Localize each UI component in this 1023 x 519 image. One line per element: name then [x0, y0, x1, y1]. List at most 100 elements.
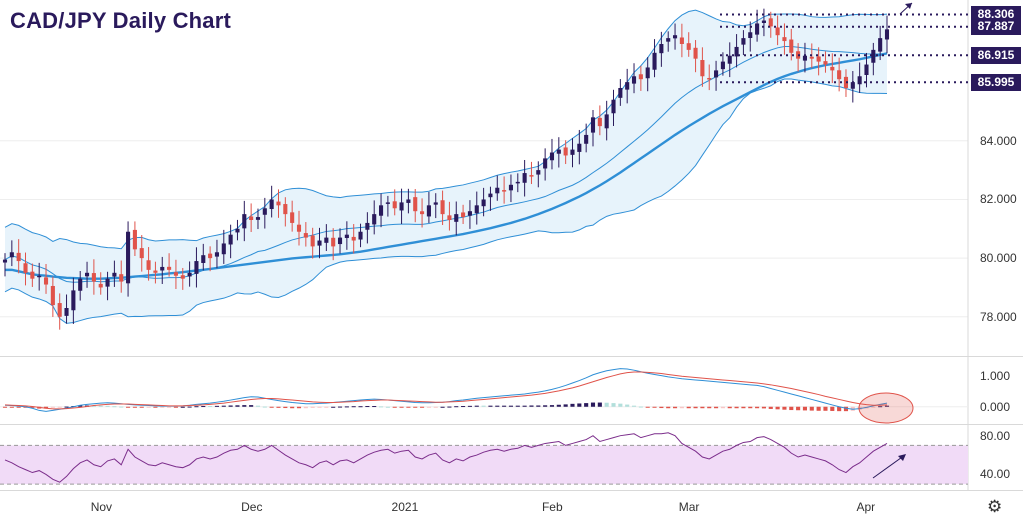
macd-histogram-bar — [344, 406, 349, 408]
macd-histogram-bar — [454, 406, 459, 408]
macd-histogram-bar — [508, 405, 514, 407]
macd-histogram-bar — [618, 403, 623, 407]
macd-histogram-bar — [378, 406, 384, 408]
candle-body — [604, 114, 609, 129]
candle-body — [693, 47, 698, 59]
candle-body — [351, 236, 356, 241]
candle-body — [235, 228, 240, 233]
price-level-tag: 85.995 — [971, 73, 1021, 91]
macd-histogram-bar — [290, 406, 295, 409]
macd-pane-divider — [0, 356, 1023, 357]
rsi-arrow-line — [872, 454, 906, 479]
macd-histogram-bar — [734, 406, 739, 409]
candle-body — [782, 37, 787, 42]
candle-body — [249, 216, 254, 220]
gear-icon[interactable]: ⚙ — [987, 497, 1003, 516]
candle-body — [167, 266, 172, 270]
candle-body — [194, 261, 199, 274]
candle-body — [857, 76, 862, 85]
candle-body — [160, 266, 165, 271]
macd-histogram-bar — [433, 406, 438, 408]
candle-body — [358, 231, 363, 240]
candle-body — [871, 49, 876, 63]
macd-histogram-bar — [105, 405, 110, 407]
candle-body — [385, 202, 390, 204]
candle-body — [802, 55, 808, 61]
candle-body — [748, 32, 753, 39]
candle-body — [255, 217, 261, 220]
macd-histogram-bar — [57, 406, 62, 408]
price-axis-tick: 80.000 — [980, 251, 1017, 266]
macd-histogram-bar — [645, 406, 650, 408]
macd-histogram-bar — [276, 406, 281, 408]
candle-body — [515, 181, 520, 184]
candle-body — [283, 204, 288, 215]
macd-histogram-bar — [884, 405, 890, 407]
macd-histogram-bar — [871, 406, 876, 408]
macd-histogram-bar — [843, 406, 849, 412]
macd-histogram-bar — [878, 406, 883, 408]
macd-histogram-bar — [536, 405, 541, 407]
candle-body — [344, 234, 349, 239]
macd-axis-tick: 0.000 — [980, 399, 1011, 414]
candle-body — [502, 190, 507, 192]
macd-histogram-bar — [317, 406, 322, 408]
candle-body — [296, 224, 302, 232]
candle-body — [406, 199, 411, 203]
macd-histogram-bar — [283, 406, 288, 409]
macd-histogram-bar — [160, 406, 165, 408]
macd-histogram-bar — [64, 406, 69, 408]
macd-histogram-bar — [324, 406, 329, 408]
candle-body — [64, 308, 69, 316]
price-axis-tick: 82.000 — [980, 192, 1017, 207]
candle-body — [180, 275, 185, 279]
macd-histogram-bar — [351, 406, 356, 408]
candle-body — [119, 274, 124, 282]
macd-histogram-bar — [30, 406, 35, 408]
price-level-tag: 86.915 — [971, 46, 1021, 64]
candle-body — [84, 272, 90, 277]
macd-histogram-bar — [9, 406, 14, 408]
macd-histogram-bar — [187, 406, 192, 408]
candle-body — [536, 170, 541, 175]
candle-body — [201, 255, 206, 263]
candle-body — [324, 237, 329, 243]
candle-body — [228, 234, 233, 245]
candle-body — [864, 64, 869, 75]
macd-histogram-bar — [495, 405, 500, 407]
candle-body — [549, 152, 555, 161]
candle-body — [768, 18, 773, 27]
candle-body — [98, 283, 103, 288]
chart-title: CAD/JPY Daily Chart — [10, 8, 232, 33]
time-axis-tick: Feb — [541, 500, 563, 514]
candle-body — [30, 271, 35, 279]
time-axis-tick: Nov — [90, 500, 113, 514]
candle-body — [433, 202, 438, 205]
candle-body — [242, 214, 247, 229]
macd-histogram-bar — [652, 406, 657, 408]
candle-body — [372, 214, 377, 225]
macd-histogram-bar — [372, 406, 377, 408]
macd-histogram-bar — [126, 406, 131, 408]
macd-histogram-bar — [556, 404, 561, 407]
macd-histogram-bar — [399, 406, 404, 408]
macd-histogram-bar — [502, 405, 507, 407]
macd-histogram-bar — [700, 406, 705, 409]
macd-histogram-bar — [741, 406, 746, 409]
time-axis-tick: Dec — [241, 500, 263, 514]
macd-histogram-bar — [796, 406, 801, 411]
candle-body — [631, 76, 637, 84]
macd-histogram-bar — [611, 403, 616, 407]
candle-body — [399, 202, 404, 211]
candle-body — [755, 23, 760, 35]
candle-body — [474, 205, 479, 214]
candle-body — [153, 270, 158, 273]
candle-body — [720, 61, 725, 70]
candle-body — [850, 82, 855, 89]
macd-histogram-bar — [461, 406, 466, 408]
macd-histogram-bar — [823, 406, 828, 411]
candle-body — [809, 56, 814, 59]
macd-histogram-bar — [809, 406, 814, 411]
